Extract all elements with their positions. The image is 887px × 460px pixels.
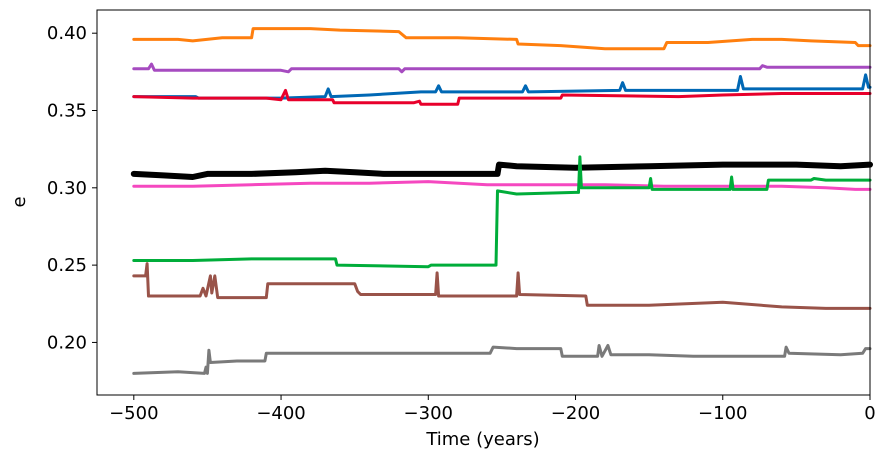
- series-line-5: [130, 161, 873, 180]
- plot-frame: [96, 9, 871, 396]
- series-line-9: [132, 344, 872, 375]
- x-tick-label: −300: [404, 403, 453, 424]
- x-tick-label: −100: [698, 403, 747, 424]
- series-line-4: [132, 88, 872, 106]
- y-tick-label: 0.40: [47, 23, 87, 44]
- series-line-8: [132, 262, 872, 310]
- x-tick-label: −200: [551, 403, 600, 424]
- y-tick-label: 0.20: [47, 332, 87, 353]
- x-axis-label: Time (years): [425, 429, 539, 450]
- x-tick-label: −400: [256, 403, 305, 424]
- series-layer: [130, 27, 873, 375]
- series-line-1: [132, 27, 872, 51]
- x-tick-label: −500: [109, 403, 158, 424]
- series-line-7: [132, 155, 872, 269]
- y-tick-label: 0.30: [47, 178, 87, 199]
- series-line-6: [132, 180, 872, 191]
- y-axis: 0.20 0.25 0.30 0.35 0.40: [47, 23, 97, 353]
- y-tick-label: 0.25: [47, 255, 87, 276]
- x-axis: −500 −400 −300 −200 −100 0: [109, 395, 876, 424]
- series-line-2: [132, 62, 872, 74]
- y-axis-label: e: [9, 196, 30, 207]
- y-tick-label: 0.35: [47, 101, 87, 122]
- x-tick-label: 0: [864, 403, 875, 424]
